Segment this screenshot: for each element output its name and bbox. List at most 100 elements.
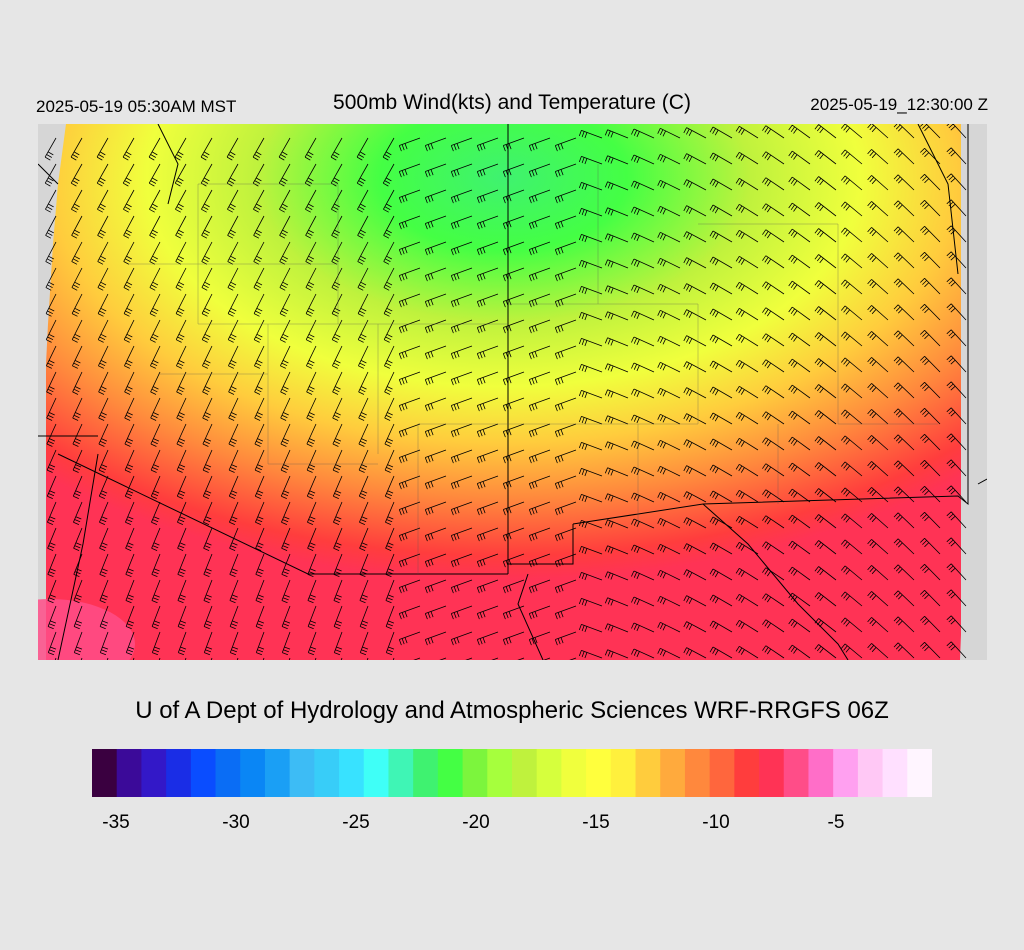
wind-barb [788,254,811,269]
wind-barb [631,492,655,503]
wind-barb [476,241,499,256]
wind-barb [604,259,629,269]
wind-barb [893,538,915,555]
wind-barb [554,605,577,620]
color-swatch [586,749,612,797]
wind-barb [331,215,343,239]
wind-barb [358,371,369,395]
wind-barb [528,449,551,464]
wind-barb [735,151,759,165]
wind-barb [281,579,291,604]
wind-barb [683,439,707,451]
wind-barb [279,267,291,291]
wind-barb [920,200,941,217]
wind-barb [814,436,837,451]
wind-barb [631,362,655,373]
wind-barb [383,319,395,343]
wind-barb [177,553,187,577]
wind-barb [254,345,265,369]
wind-barb [332,345,343,369]
wind-barb [385,501,395,525]
wind-barb [709,438,733,451]
wind-barb [332,423,343,447]
wind-barb [920,512,941,529]
wind-barb [280,397,291,421]
wind-barb [383,189,395,213]
wind-barb [384,397,395,421]
wind-barb [123,319,135,343]
wind-barb [554,371,577,386]
wind-barb [398,475,421,490]
wind-barb [554,241,577,256]
wind-barb [814,410,837,425]
wind-barb [946,459,967,477]
wind-barb [450,475,473,490]
color-swatch [783,749,809,797]
wind-barb [46,397,57,421]
wind-barb [631,388,655,399]
wind-barb [528,397,551,412]
wind-barb [631,518,655,529]
wind-barb [762,541,785,555]
weather-map [38,124,987,660]
wind-barb [227,319,239,343]
wind-barb [70,137,83,161]
wind-barb [331,293,343,317]
wind-barb [788,436,811,451]
wind-barb [657,647,681,659]
wind-barb [840,409,863,425]
wind-barb [424,475,447,490]
wind-barb [228,397,239,421]
wind-barb [528,501,551,516]
wind-barb [604,363,629,373]
wind-barb [578,468,603,477]
wind-barb [476,501,499,516]
wind-barb [631,258,655,269]
wind-barb [229,631,239,656]
wind-barb [604,389,629,399]
wind-barb [502,605,525,620]
wind-barb [762,125,785,139]
wind-barb [46,475,57,499]
wind-barb [578,286,603,295]
wind-barb [280,345,291,369]
wind-barb [177,579,187,604]
wind-barb [683,283,707,295]
wind-barb [709,204,733,217]
wind-barb [97,189,109,213]
wind-barb [149,267,161,291]
wind-barb [867,227,889,243]
wind-barb [331,189,343,213]
wind-barb [125,553,135,577]
wind-barb [788,176,811,191]
wind-barb [99,605,109,630]
wind-barb [47,527,57,551]
wind-barb [709,386,733,399]
wind-barb [279,319,291,343]
wind-barb [356,163,369,187]
wind-barb [735,463,759,477]
wind-barb [657,517,681,529]
wind-barb [762,151,785,165]
wind-barb [202,423,213,447]
wind-barb [359,527,369,551]
wind-barb [150,423,161,447]
wind-barb [893,330,915,347]
wind-barb [383,267,395,291]
wind-barb [398,449,421,464]
wind-barb [946,124,967,139]
wind-barb [424,163,447,178]
wind-barb [683,491,707,503]
wind-barb [382,137,395,161]
wind-barb [893,382,915,399]
wind-barb [604,597,629,607]
wind-barb [762,385,785,399]
wind-barb [814,566,837,581]
wind-barb [893,408,915,425]
wind-barb [788,202,811,217]
color-scale-bar [92,749,932,797]
wind-barb [73,501,83,525]
color-swatch [388,749,414,797]
wind-barb [359,501,369,525]
wind-barb [97,267,109,291]
